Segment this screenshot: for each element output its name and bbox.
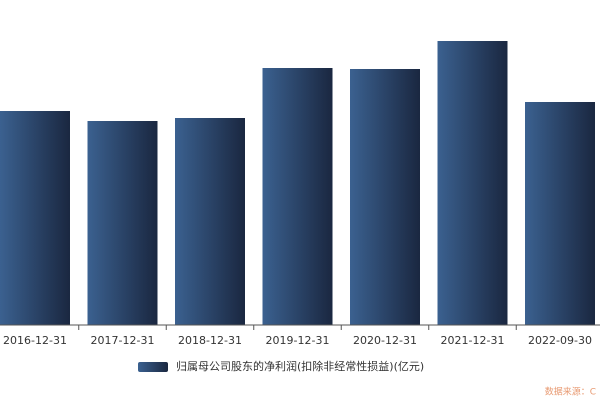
legend-swatch xyxy=(138,362,168,372)
bar xyxy=(350,69,420,325)
bar xyxy=(437,41,508,325)
bar xyxy=(262,68,333,325)
x-tick-label: 2018-12-31 xyxy=(178,334,242,347)
x-tick-label: 2022-09-30 xyxy=(528,334,592,347)
x-tick-label: 2016-12-31 xyxy=(3,334,67,347)
x-tick-label: 2017-12-31 xyxy=(91,334,155,347)
x-tick-label: 2021-12-31 xyxy=(441,334,505,347)
bar xyxy=(525,102,595,325)
bar xyxy=(87,121,158,325)
x-tick-label: 2019-12-31 xyxy=(266,334,330,347)
x-tick-label: 2020-12-31 xyxy=(353,334,417,347)
source-note: 数据来源：C xyxy=(545,386,596,398)
bar xyxy=(0,111,70,325)
bar xyxy=(175,118,245,325)
legend-label: 归属母公司股东的净利润(扣除非经常性损益)(亿元) xyxy=(176,359,424,373)
